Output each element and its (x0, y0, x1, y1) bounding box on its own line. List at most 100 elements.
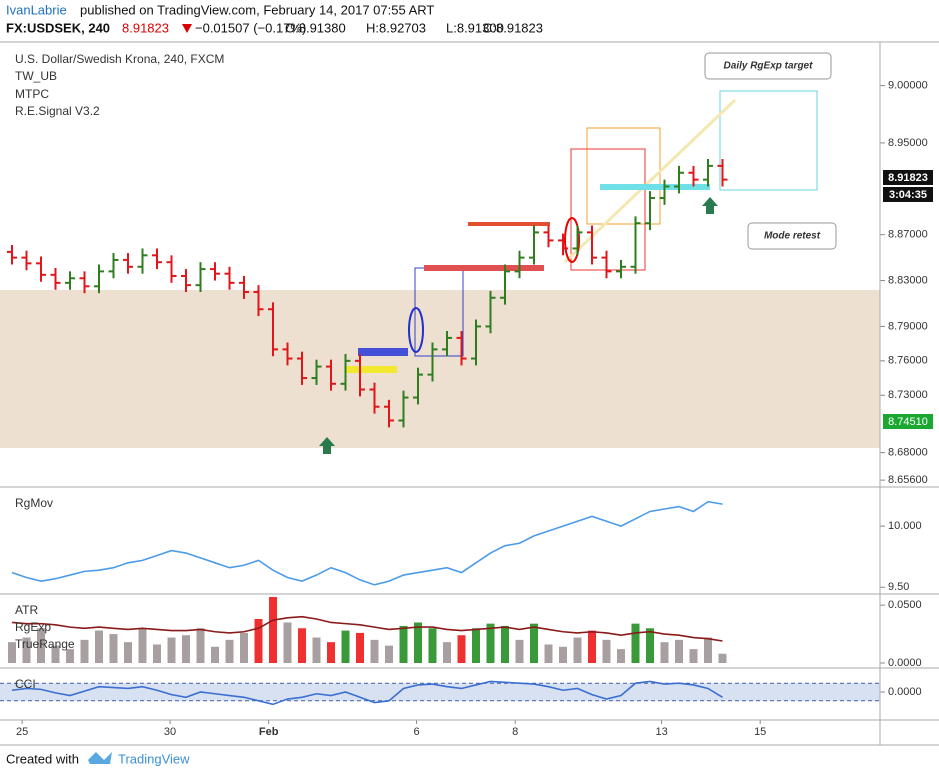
callout-text: Mode retest (764, 231, 821, 242)
level-badge-text: 8.74510 (888, 416, 928, 428)
truerange-bar (370, 639, 379, 663)
down-arrow (182, 24, 192, 33)
truerange-bar (8, 642, 16, 663)
truerange-bar (196, 628, 205, 663)
truerange-bar (689, 649, 698, 663)
legend-item: TW_UB (15, 69, 57, 83)
footer-brand[interactable]: TradingView (118, 751, 190, 766)
legend-item: MTPC (15, 87, 49, 101)
callout-text: Daily RgExp target (724, 61, 814, 72)
y-tick-label: 9.00000 (888, 79, 928, 91)
published: published on TradingView.com, February 1… (80, 2, 434, 17)
truerange-bar (486, 623, 495, 663)
cci-band (0, 683, 880, 701)
truerange-bar (704, 637, 712, 663)
price-badge (883, 170, 933, 185)
truerange-bar (138, 628, 147, 663)
timer-badge (883, 187, 933, 202)
truerange-bar (718, 653, 727, 663)
atr-line (11, 615, 723, 642)
truerange-bar (283, 622, 292, 663)
truerange-bar (240, 632, 248, 663)
legend-item: R.E.Signal V3.2 (15, 104, 100, 118)
y-tick-label: 8.79000 (888, 320, 928, 332)
y-tick-label: 8.83000 (888, 274, 928, 286)
truerange-bar (124, 642, 132, 663)
truerange-bar (298, 628, 306, 663)
truerange-bar (327, 642, 335, 663)
y-tick-label: 0.0000 (888, 686, 922, 698)
y-tick-label: 8.68000 (888, 446, 928, 458)
truerange-bar (588, 630, 596, 663)
y-tick-label: 8.65600 (888, 474, 928, 486)
symbol: FX:USDSEK, 240 (6, 20, 110, 35)
last: 8.91823 (122, 20, 169, 35)
low: L:8.91300 (446, 20, 504, 35)
truerange-bar (385, 645, 393, 663)
truerange-bar (211, 646, 219, 663)
truerange-bar (559, 646, 567, 663)
open: O:8.91380 (285, 20, 346, 35)
publisher[interactable]: IvanLabrie (6, 2, 67, 17)
signal-arrow (319, 437, 335, 454)
truerange-bar (341, 630, 350, 663)
ellipse (408, 307, 424, 353)
change: −0.01507 (−0.17%) (195, 20, 306, 35)
truerange-bar (631, 623, 640, 663)
target-box (719, 90, 818, 191)
truerange-bar (602, 639, 611, 663)
y-tick-label: 9.50 (888, 581, 909, 593)
truerange-bar (182, 635, 190, 663)
signal-arrow (702, 197, 718, 214)
y-tick-label: 0.0000 (888, 657, 922, 669)
y-tick-label: 8.87000 (888, 229, 928, 241)
price-badge-text: 8.91823 (888, 172, 928, 184)
level-band (468, 222, 550, 226)
truerange-bar (167, 637, 176, 663)
truerange-bar (95, 630, 103, 663)
x-tick-label: 30 (164, 726, 176, 738)
x-tick-label: 25 (16, 726, 28, 738)
cci-line (11, 680, 723, 706)
truerange-bar (51, 645, 60, 663)
panel-label: ATR (15, 603, 38, 617)
truerange-bar (80, 639, 89, 663)
y-tick-label: 8.95000 (888, 137, 928, 149)
rgmov-line (11, 500, 723, 586)
x-tick-label: Feb (259, 726, 279, 738)
truerange-bar (515, 639, 524, 663)
y-tick-label: 8.76000 (888, 355, 928, 367)
truerange-bar (646, 628, 654, 663)
truerange-bar (501, 625, 509, 663)
truerange-bar (544, 644, 553, 663)
level-band (358, 348, 408, 356)
panel-label: CCI (15, 677, 36, 691)
logo (88, 752, 112, 764)
truerange-bar (530, 623, 538, 663)
truerange-bar (472, 628, 480, 663)
y-tick-label: 10.000 (888, 520, 922, 532)
timer-badge-text: 3:04:35 (889, 189, 927, 201)
truerange-bar (428, 628, 437, 663)
range-box (570, 148, 646, 271)
level-band (424, 265, 544, 271)
truerange-bar (675, 639, 683, 663)
x-tick-label: 8 (512, 726, 518, 738)
panel-label: RgMov (15, 496, 53, 510)
truerange-bar (22, 637, 31, 663)
truerange-bar (573, 637, 582, 663)
y-tick-label: 0.0500 (888, 599, 922, 611)
footer-text: Created with (6, 751, 79, 766)
truerange-bar (414, 622, 422, 663)
zone (0, 290, 880, 448)
range-box (586, 127, 661, 225)
level-band (345, 366, 397, 373)
truerange-bar (312, 637, 321, 663)
x-tick-label: 13 (655, 726, 667, 738)
ellipse (564, 217, 580, 263)
high: H:8.92703 (366, 20, 426, 35)
truerange-bar (399, 625, 408, 663)
truerange-bar (617, 649, 625, 663)
x-tick-label: 15 (754, 726, 766, 738)
